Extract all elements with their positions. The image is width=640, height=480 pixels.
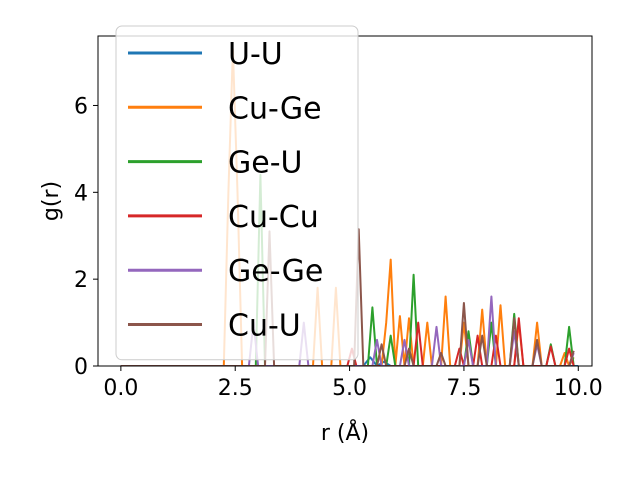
x-tick-label: 7.5 [446, 376, 481, 401]
y-axis-label: g(r) [39, 181, 64, 221]
legend-label-ge-u: Ge-U [228, 146, 303, 181]
legend-label-ge-ge: Ge-Ge [228, 254, 323, 289]
series-line-cu-cu [120, 317, 575, 366]
y-tick-label: 2 [74, 268, 88, 293]
legend-label-cu-u: Cu-U [228, 309, 301, 344]
legend-label-cu-cu: Cu-Cu [228, 200, 319, 235]
x-tick-label: 2.5 [218, 376, 253, 401]
legend-label-u-u: U-U [228, 37, 283, 72]
x-tick-label: 10.0 [554, 376, 603, 401]
legend: U-U Cu-Ge Ge-U Cu-Cu Ge-Ge Cu-U [115, 25, 359, 361]
y-axis: 0 2 4 6 [74, 94, 98, 380]
legend-label-cu-ge: Cu-Ge [228, 91, 322, 126]
y-tick-label: 6 [74, 94, 88, 119]
y-tick-label: 4 [74, 181, 88, 206]
x-axis-label: r (Å) [321, 419, 369, 446]
x-tick-label: 5.0 [332, 376, 367, 401]
x-axis: 0.0 2.5 5.0 7.5 10.0 [103, 366, 603, 401]
legend-box [115, 25, 359, 361]
y-tick-label: 0 [74, 355, 88, 380]
x-tick-label: 0.0 [103, 376, 138, 401]
